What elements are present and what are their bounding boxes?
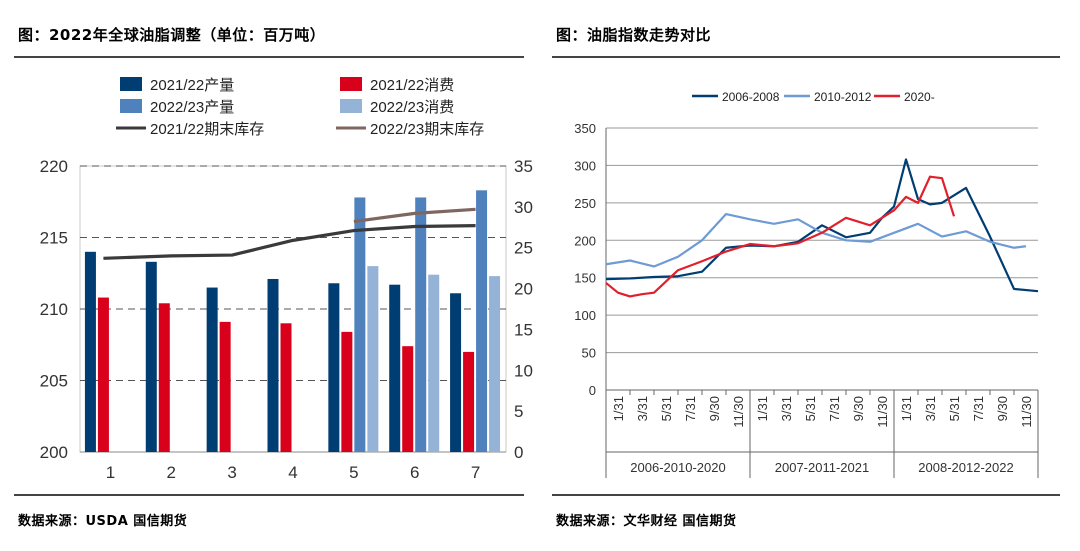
stock-line-2	[353, 207, 476, 224]
x-tick-label: 7/31	[827, 396, 842, 421]
x-tick-label: 1	[106, 463, 115, 482]
y-right-tick-label: 10	[514, 361, 533, 380]
oil-balance-chart: 200 205 210 215 220 0 5 10 15 20 25 30 35 1 2 3 4 5 6 7 2021…	[40, 77, 533, 482]
y-right-tick-label: 30	[514, 198, 533, 217]
x-tick-label: 3/31	[635, 396, 650, 421]
bar-4	[367, 266, 379, 452]
legend-swatch	[120, 77, 142, 91]
x-tick-label: 3	[227, 463, 236, 482]
legend-label: 2006-2008	[722, 90, 780, 104]
legend-label: 2021/22产量	[150, 77, 234, 94]
x-tick-label: 6	[410, 463, 419, 482]
bar-4	[428, 274, 440, 452]
y-left-tick-label: 215	[40, 229, 68, 248]
x-tick-label: 9/30	[707, 396, 722, 421]
x-tick-label: 9/30	[995, 396, 1010, 421]
index-line-3	[605, 175, 956, 298]
x-tick-label: 1/31	[611, 396, 626, 421]
y-left-tick-label: 210	[40, 300, 68, 319]
y-right-tick-label: 15	[514, 320, 533, 339]
y-tick-label: 250	[574, 196, 596, 211]
bar-2	[219, 321, 231, 452]
stock-line-1	[103, 224, 476, 260]
bar-3	[415, 197, 427, 452]
x-tick-label: 3/31	[923, 396, 938, 421]
legend-swatch	[340, 77, 362, 91]
bar-4	[489, 276, 501, 452]
bar-1	[206, 287, 218, 452]
left-title-rule	[14, 56, 524, 58]
y-tick-label: 150	[574, 271, 596, 286]
bar-2	[97, 297, 109, 452]
bar-1	[328, 283, 340, 452]
y-right-tick-label: 5	[514, 402, 523, 421]
right-chart-title: 图：油脂指数走势对比	[556, 26, 712, 44]
y-right-tick-label: 0	[514, 443, 523, 462]
bar-1	[450, 293, 462, 452]
bar-2	[463, 351, 475, 452]
x-tick-label: 5/31	[947, 396, 962, 421]
x-tick-label: 4	[288, 463, 297, 482]
y-tick-label: 200	[574, 233, 596, 248]
legend-swatch	[340, 99, 362, 113]
bar-1	[84, 251, 96, 452]
legend-label: 2021/22期末库存	[150, 121, 264, 138]
left-bottom-rule	[14, 494, 524, 496]
x-tick-label: 11/30	[731, 396, 746, 428]
bar-1	[389, 284, 401, 452]
x-tick-label: 11/30	[875, 396, 890, 428]
bar-3	[476, 190, 488, 452]
x-tick-label: 3/31	[779, 396, 794, 421]
y-tick-label: 50	[582, 346, 596, 361]
x-tick-label: 9/30	[851, 396, 866, 421]
legend-label: 2022/23产量	[150, 99, 234, 116]
oil-index-chart: 0 50 100 150 200 250 300 350 1/31 3/31 5/31 7/31 9/3…	[574, 90, 1039, 478]
x-tick-label: 7/31	[971, 396, 986, 421]
y-tick-label: 0	[589, 383, 596, 398]
x-tick-label: 5/31	[659, 396, 674, 421]
y-tick-label: 300	[574, 158, 596, 173]
y-left-tick-label: 205	[40, 372, 68, 391]
left-source-note: 数据来源：USDA 国信期货	[18, 514, 188, 529]
group-label: 2007-2011-2021	[775, 460, 869, 475]
x-tick-label: 1/31	[899, 396, 914, 421]
legend-label: 2022/23期末库存	[370, 121, 484, 138]
right-source-note: 数据来源：文华财经 国信期货	[556, 514, 737, 529]
left-chart-title: 图：2022年全球油脂调整（单位：百万吨）	[18, 26, 326, 44]
x-tick-label: 2	[167, 463, 176, 482]
bar-2	[158, 303, 170, 452]
y-left-tick-label: 200	[40, 443, 68, 462]
legend-label: 2022/23消费	[370, 99, 454, 116]
group-label: 2008-2012-2022	[918, 460, 1013, 475]
x-tick-label: 5	[349, 463, 358, 482]
bar-2	[402, 346, 414, 452]
bar-2	[341, 331, 353, 452]
right-bottom-rule	[552, 494, 1060, 496]
bar-2	[280, 323, 292, 452]
legend-label: 2010-2012	[814, 90, 872, 104]
y-tick-label: 350	[574, 121, 596, 136]
x-tick-label: 1/31	[755, 396, 770, 421]
y-right-tick-label: 35	[514, 157, 533, 176]
bar-1	[267, 278, 279, 452]
group-label: 2006-2010-2020	[630, 460, 725, 475]
x-tick-label: 11/30	[1019, 396, 1034, 428]
x-tick-label: 5/31	[803, 396, 818, 421]
y-right-tick-label: 25	[514, 239, 533, 258]
x-tick-label: 7/31	[683, 396, 698, 421]
bar-1	[145, 261, 157, 452]
y-tick-label: 100	[574, 308, 596, 323]
bar-3	[354, 197, 366, 452]
y-left-tick-label: 220	[40, 157, 68, 176]
right-title-rule	[552, 56, 1060, 58]
legend-label: 2021/22消费	[370, 77, 454, 94]
legend-swatch	[120, 99, 142, 113]
legend-label: 2020-	[904, 90, 935, 104]
index-line-1	[605, 158, 1039, 293]
x-tick-label: 7	[471, 463, 480, 482]
y-right-tick-label: 20	[514, 280, 533, 299]
